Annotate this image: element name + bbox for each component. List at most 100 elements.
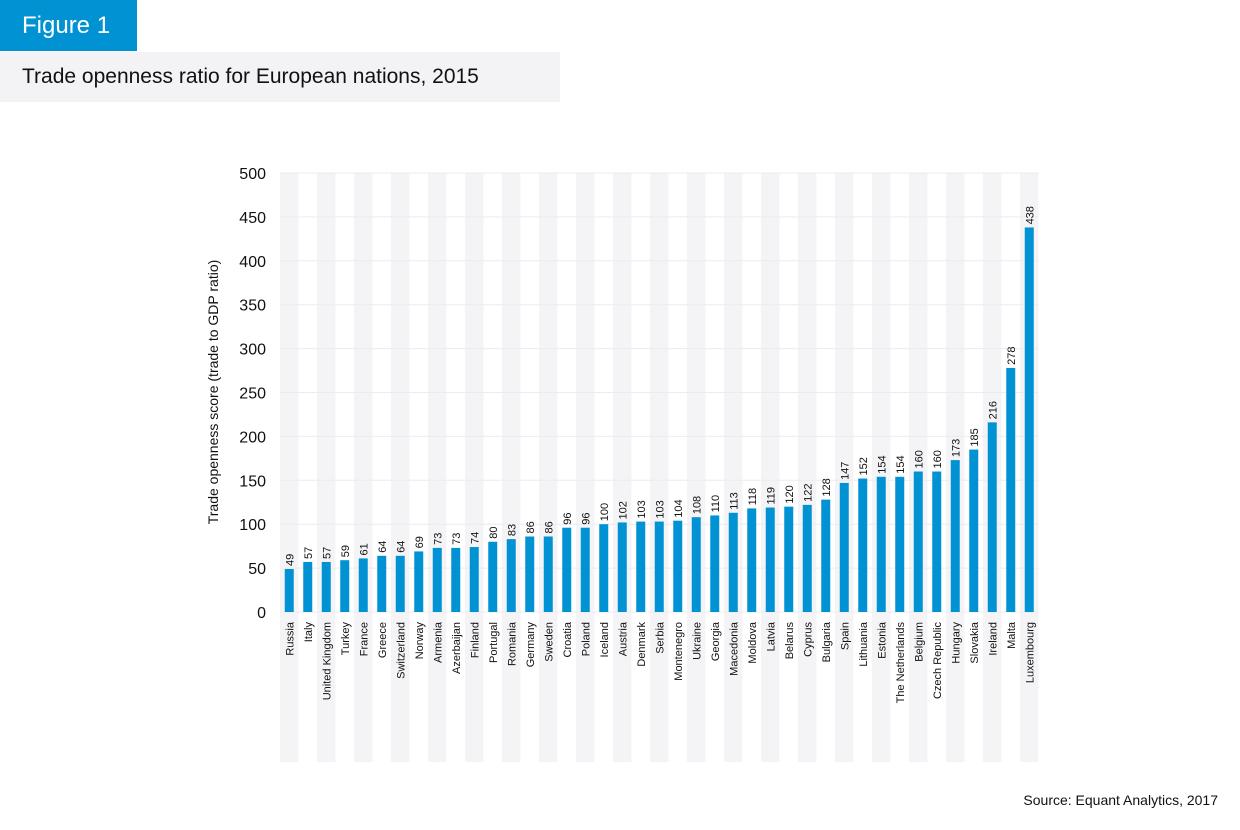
data-label: 100 <box>599 503 611 521</box>
x-tick-label: Finland <box>469 622 481 658</box>
x-tick-label: Belgium <box>913 622 925 662</box>
bar <box>765 507 775 612</box>
column-stripe <box>539 173 558 762</box>
column-stripe <box>724 173 743 762</box>
column-stripe <box>502 173 521 762</box>
data-label: 154 <box>895 455 907 473</box>
data-label: 160 <box>913 450 925 468</box>
bar <box>1006 367 1016 612</box>
x-tick-label: Denmark <box>636 622 648 667</box>
data-label: 96 <box>562 512 574 524</box>
column-stripe <box>909 173 928 762</box>
bar <box>284 568 294 612</box>
x-tick-label: Georgia <box>710 621 722 661</box>
data-label: 154 <box>876 455 888 473</box>
data-label: 122 <box>802 484 814 502</box>
x-tick-label: Estonia <box>876 621 888 659</box>
data-label: 57 <box>303 547 315 559</box>
data-label: 59 <box>340 545 352 557</box>
data-label: 83 <box>506 524 518 536</box>
y-tick-label: 400 <box>239 254 266 271</box>
x-tick-label: Turkey <box>340 622 352 656</box>
data-label: 119 <box>765 487 777 505</box>
bar <box>821 499 831 612</box>
bar <box>488 541 498 612</box>
bar <box>876 476 886 612</box>
bar <box>673 520 683 612</box>
bar <box>654 521 664 612</box>
column-stripe <box>761 173 780 762</box>
column-stripe <box>650 173 669 762</box>
bar <box>395 555 405 612</box>
x-tick-label: Latvia <box>765 621 777 651</box>
y-tick-label: 500 <box>239 166 266 183</box>
x-tick-label: United Kingdom <box>321 622 333 700</box>
data-label: 113 <box>728 492 740 510</box>
bar <box>432 547 442 612</box>
data-label: 185 <box>969 428 981 446</box>
x-tick-label: Sweden <box>543 622 555 662</box>
x-tick-label: Italy <box>303 622 315 643</box>
column-stripe <box>798 173 817 762</box>
data-label: 278 <box>1006 347 1018 365</box>
y-tick-label: 100 <box>239 517 266 534</box>
bar <box>340 560 350 612</box>
x-tick-label: Norway <box>414 622 426 660</box>
data-label: 86 <box>543 521 555 533</box>
column-stripe <box>687 173 706 762</box>
column-stripe <box>835 173 854 762</box>
x-tick-label: Belarus <box>784 622 796 660</box>
bar <box>617 522 627 612</box>
x-tick-label: Russia <box>284 621 296 656</box>
data-label: 74 <box>469 532 481 544</box>
data-label: 96 <box>580 512 592 524</box>
bar <box>580 527 590 612</box>
bar <box>987 422 997 612</box>
data-label: 64 <box>377 541 389 553</box>
bar <box>728 512 738 612</box>
x-tick-label: Macedonia <box>728 621 740 676</box>
x-tick-label: Ukraine <box>691 622 703 660</box>
x-tick-label: Romania <box>506 621 518 666</box>
data-label: 104 <box>673 499 685 517</box>
y-tick-label: 450 <box>239 210 266 227</box>
data-label: 57 <box>321 547 333 559</box>
x-tick-label: The Netherlands <box>895 622 907 704</box>
data-label: 103 <box>636 500 648 518</box>
x-tick-label: Armenia <box>432 621 444 663</box>
x-tick-label: Portugal <box>488 622 500 663</box>
x-tick-label: Azerbaijan <box>451 622 463 674</box>
data-label: 128 <box>821 478 833 496</box>
x-tick-label: Czech Republic <box>932 622 944 700</box>
y-tick-label: 300 <box>239 342 266 359</box>
data-label: 73 <box>432 533 444 545</box>
data-label: 173 <box>950 439 962 457</box>
x-tick-label: Moldova <box>747 621 759 663</box>
bar <box>969 449 979 612</box>
x-tick-label: Hungary <box>950 622 962 664</box>
x-tick-label: Bulgaria <box>821 621 833 662</box>
bar <box>802 504 812 612</box>
bar <box>414 551 424 612</box>
bar <box>839 482 849 612</box>
x-tick-label: Iceland <box>599 622 611 657</box>
data-label: 108 <box>691 496 703 514</box>
x-tick-label: Switzerland <box>395 622 407 679</box>
column-stripe <box>576 173 595 762</box>
x-tick-label: Greece <box>377 622 389 658</box>
bar <box>932 471 942 612</box>
x-tick-label: Spain <box>839 622 851 650</box>
data-label: 147 <box>839 462 851 480</box>
chart-title: Trade openness ratio for European nation… <box>0 52 560 102</box>
x-tick-label: Cyprus <box>802 622 814 657</box>
bar <box>358 558 368 612</box>
x-tick-label: Serbia <box>654 621 666 654</box>
x-tick-label: Montenegro <box>673 622 685 681</box>
bar <box>321 561 331 612</box>
bar <box>895 476 905 612</box>
bar <box>913 471 923 612</box>
x-tick-label: Luxembourg <box>1024 622 1036 683</box>
data-label: 80 <box>488 527 500 539</box>
bar <box>691 517 701 612</box>
